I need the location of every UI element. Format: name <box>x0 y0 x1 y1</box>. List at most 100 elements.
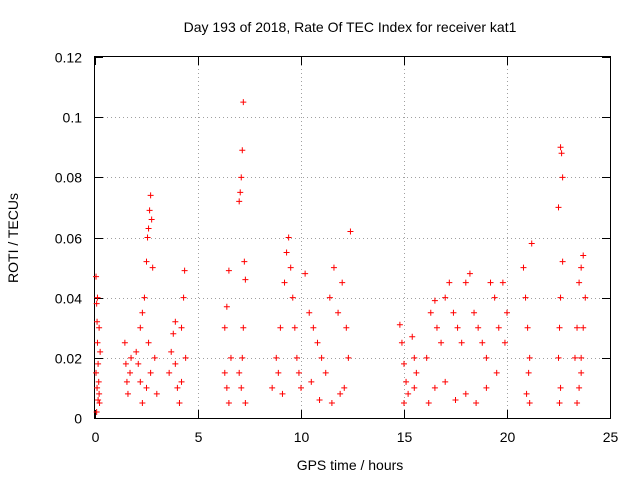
data-point <box>582 294 589 301</box>
data-point <box>528 240 535 247</box>
data-point <box>450 309 457 316</box>
data-point <box>446 279 453 286</box>
data-point <box>225 267 232 274</box>
data-point <box>135 360 142 367</box>
data-point <box>442 294 449 301</box>
data-point <box>236 198 243 205</box>
plot-frame <box>94 56 611 419</box>
data-point <box>302 270 309 277</box>
data-point <box>176 399 183 406</box>
data-point <box>522 294 529 301</box>
data-point <box>94 294 101 301</box>
x-tick-label: 15 <box>397 429 413 445</box>
data-point <box>427 309 434 316</box>
data-point <box>291 324 298 331</box>
data-point <box>221 369 228 376</box>
data-point <box>172 360 179 367</box>
data-point <box>149 264 156 271</box>
data-point <box>578 264 585 271</box>
data-point <box>580 324 587 331</box>
data-point <box>431 297 438 304</box>
data-point <box>559 258 566 265</box>
data-point <box>145 225 152 232</box>
data-point <box>139 309 146 316</box>
data-point <box>557 384 564 391</box>
data-point <box>558 150 565 157</box>
data-point <box>95 396 102 403</box>
data-point <box>97 348 104 355</box>
data-point <box>239 354 246 361</box>
data-point <box>139 399 146 406</box>
data-point <box>525 369 532 376</box>
data-point <box>438 339 445 346</box>
data-point <box>339 279 346 286</box>
data-point <box>178 378 185 385</box>
data-point <box>411 354 418 361</box>
data-point <box>571 354 578 361</box>
data-point <box>96 399 103 406</box>
data-point <box>425 399 432 406</box>
y-axis-label: ROTI / TECUs <box>5 193 21 283</box>
data-point <box>148 216 155 223</box>
data-point <box>559 174 566 181</box>
data-point <box>466 270 473 277</box>
x-tick-label: 10 <box>294 429 310 445</box>
data-point <box>242 276 249 283</box>
data-point <box>495 324 502 331</box>
data-point <box>133 348 140 355</box>
data-point <box>462 390 469 397</box>
data-point <box>493 369 500 376</box>
data-point <box>225 399 232 406</box>
axis-ticks: 0 0.02 0.04 0.06 0.08 0.1 0.12 0 5 10 15 20 25 <box>55 50 619 446</box>
data-point <box>240 99 247 106</box>
data-point <box>526 354 533 361</box>
data-point <box>145 339 152 346</box>
data-point <box>121 339 128 346</box>
data-point <box>178 324 185 331</box>
data-point <box>580 252 587 259</box>
data-point <box>423 354 430 361</box>
data-point <box>237 189 244 196</box>
data-point <box>181 267 188 274</box>
data-point <box>555 354 562 361</box>
data-point <box>405 390 412 397</box>
data-point <box>483 384 490 391</box>
data-point <box>398 339 405 346</box>
data-point <box>127 369 134 376</box>
data-point <box>223 384 230 391</box>
data-point <box>93 369 100 376</box>
data-point <box>403 378 410 385</box>
data-point <box>240 324 247 331</box>
data-point <box>123 378 130 385</box>
data-point <box>345 354 352 361</box>
data-point <box>238 384 245 391</box>
data-point <box>94 318 101 325</box>
data-point <box>293 354 300 361</box>
data-point <box>396 321 403 328</box>
data-point <box>574 324 581 331</box>
data-point <box>279 390 286 397</box>
y-tick-label: 0 <box>74 411 82 427</box>
data-point <box>223 303 230 310</box>
data-point <box>238 174 245 181</box>
data-point <box>236 369 243 376</box>
data-point <box>93 300 100 307</box>
data-point <box>166 369 173 376</box>
data-point <box>556 324 563 331</box>
data-point <box>147 192 154 199</box>
data-point <box>227 354 234 361</box>
data-point <box>95 378 102 385</box>
data-point <box>499 279 506 286</box>
data-point <box>401 360 407 367</box>
data-point <box>239 147 246 154</box>
data-point <box>172 318 179 325</box>
data-point <box>146 207 153 214</box>
x-tick-label: 20 <box>500 429 516 445</box>
data-point <box>137 324 144 331</box>
y-tick-label: 0.12 <box>55 50 82 66</box>
data-point <box>143 258 150 265</box>
data-point <box>328 399 335 406</box>
data-point <box>578 369 585 376</box>
data-point <box>523 390 530 397</box>
